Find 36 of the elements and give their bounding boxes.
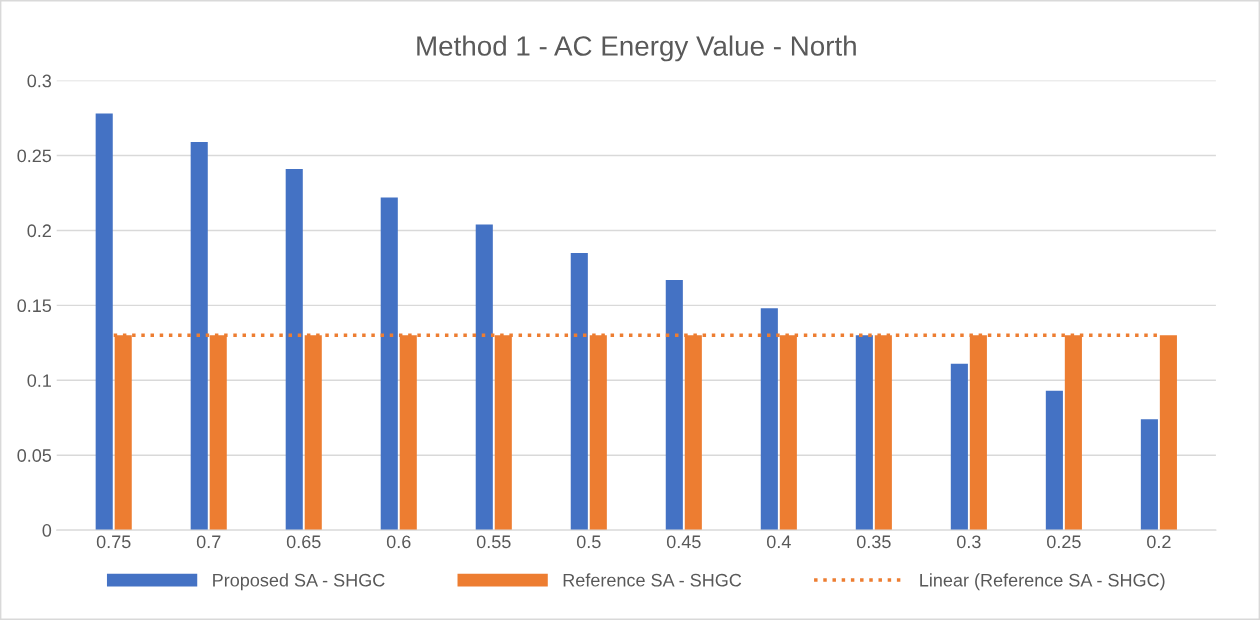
- bar: [285, 169, 303, 531]
- x-tick-label: 0.45: [666, 535, 701, 549]
- bar: [475, 224, 493, 531]
- legend-label: Proposed SA - SHGC: [213, 573, 385, 591]
- bar: [570, 252, 588, 531]
- y-tick-label: 0.3: [27, 74, 52, 88]
- bar: [950, 363, 968, 531]
- x-tick-label: 0.6: [386, 535, 411, 549]
- x-tick-label: 0.2: [1147, 535, 1171, 549]
- chart-title: Method 1 - AC Energy Value - North: [417, 35, 856, 62]
- x-tick-label: 0.4: [766, 535, 791, 549]
- x-tick-label: 0.55: [476, 535, 511, 549]
- bar: [665, 279, 683, 531]
- legend-label: Reference SA - SHGC: [563, 573, 742, 587]
- x-tick-label: 0.7: [196, 535, 221, 549]
- bar: [1045, 390, 1063, 531]
- bar: [855, 335, 873, 531]
- bar: [190, 142, 208, 531]
- bar: [380, 197, 398, 531]
- y-tick-label: 0.15: [17, 299, 52, 313]
- x-tick-label: 0.35: [856, 535, 891, 549]
- legend-label: Linear (Reference SA - SHGC): [920, 573, 1165, 591]
- y-tick-label: 0.25: [17, 149, 52, 163]
- x-tick-label: 0.5: [576, 535, 601, 549]
- y-tick-label: 0: [42, 524, 52, 537]
- bar: [1159, 335, 1177, 531]
- x-tick-label: 0.65: [286, 535, 321, 549]
- bar: [1140, 419, 1158, 531]
- bar: [95, 113, 113, 531]
- x-tick-label: 0.75: [96, 535, 131, 549]
- y-tick-label: 0.05: [17, 449, 52, 462]
- y-tick-label: 0.1: [27, 374, 51, 387]
- x-tick-label: 0.25: [1047, 535, 1081, 549]
- x-tick-label: 0.3: [957, 535, 981, 549]
- y-tick-label: 0.2: [27, 224, 51, 238]
- bar: [760, 308, 778, 531]
